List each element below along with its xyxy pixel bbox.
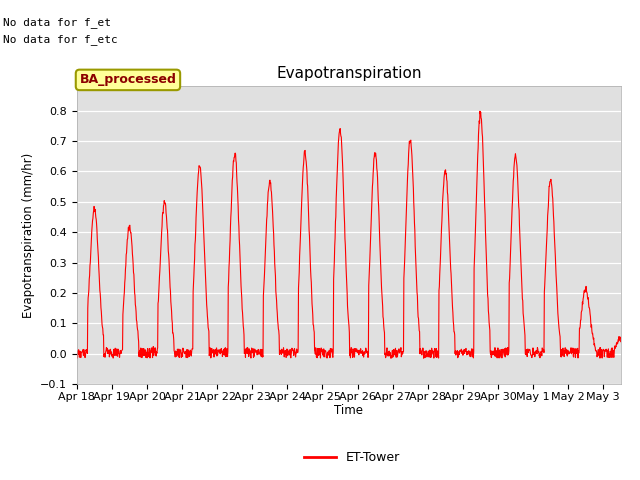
Legend: ET-Tower: ET-Tower (300, 446, 404, 469)
Title: Evapotranspiration: Evapotranspiration (276, 66, 422, 81)
X-axis label: Time: Time (334, 405, 364, 418)
Y-axis label: Evapotranspiration (mm/hr): Evapotranspiration (mm/hr) (22, 153, 35, 318)
Text: No data for f_etc: No data for f_etc (3, 34, 118, 45)
Text: BA_processed: BA_processed (79, 73, 177, 86)
Text: No data for f_et: No data for f_et (3, 17, 111, 28)
